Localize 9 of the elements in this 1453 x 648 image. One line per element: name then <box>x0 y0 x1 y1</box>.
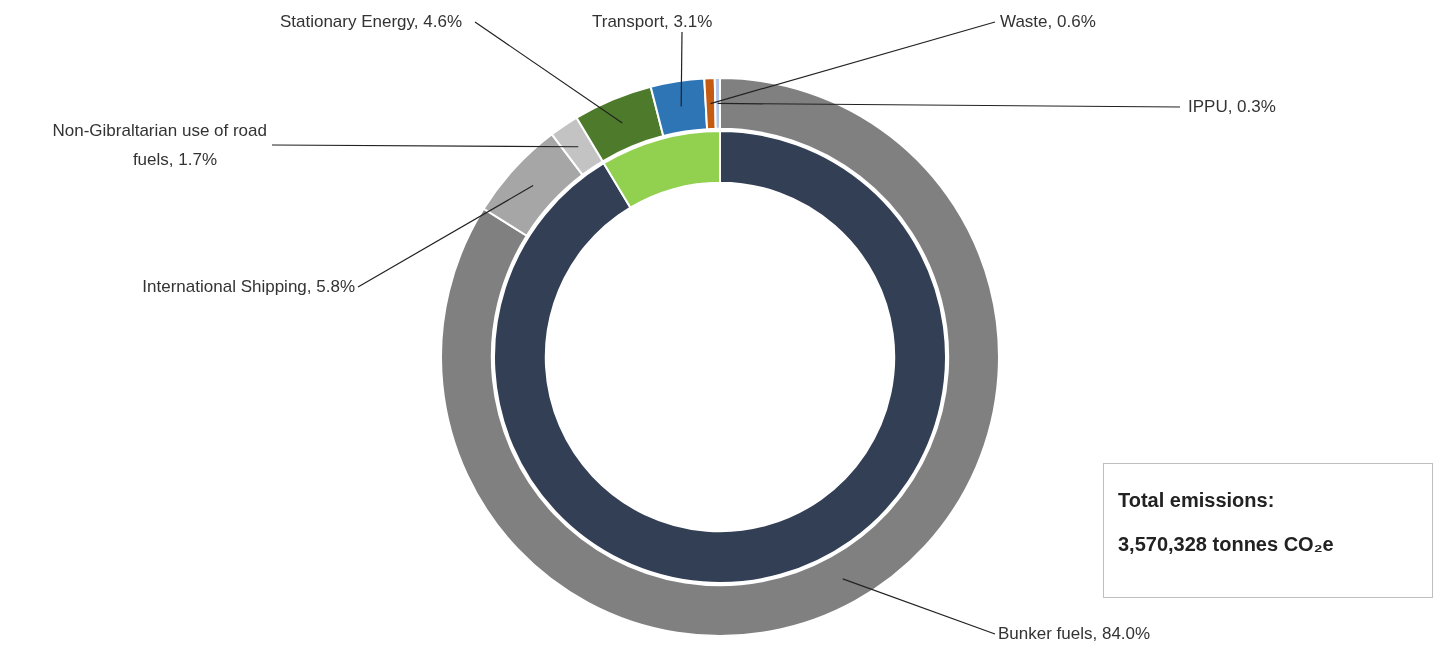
slice-label: Transport, 3.1% <box>592 11 713 31</box>
slice-label: Waste, 0.6% <box>1000 11 1096 31</box>
slice-label: IPPU, 0.3% <box>1188 96 1276 116</box>
text: Total emissions: <box>1118 488 1276 513</box>
slice-label: International Shipping, 5.8% <box>142 276 355 296</box>
text: 3,570,328 tonnes CO₂e <box>1118 532 1335 557</box>
slice-label: Bunker fuels, 84.0% <box>998 623 1151 643</box>
slice-label: Non-Gibraltarian use of road fuels, 1.7% <box>52 120 267 169</box>
slice-label: Stationary Energy, 4.6% <box>279 11 462 31</box>
